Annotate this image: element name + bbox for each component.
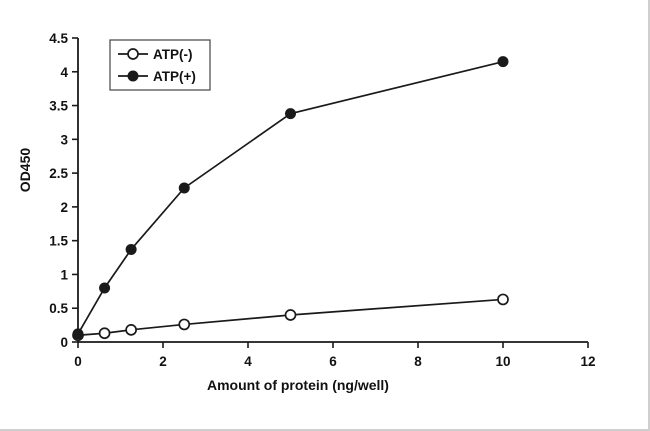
y-tick-label: 1 — [60, 267, 68, 282]
open-circle-marker — [497, 293, 509, 306]
series-ATP(-) — [72, 293, 509, 342]
x-tick-label: 4 — [244, 354, 252, 369]
filled-circle-marker — [285, 108, 296, 120]
y-tick-label: 3 — [60, 132, 68, 147]
y-axis-label: OD450 — [17, 148, 33, 193]
x-axis-label: Amount of protein (ng/well) — [207, 377, 389, 393]
x-tick-label: 12 — [580, 354, 595, 369]
x-tick-label: 6 — [329, 354, 337, 369]
y-tick-label: 4 — [60, 65, 68, 80]
open-circle-marker — [127, 48, 139, 60]
filled-circle-marker — [178, 182, 190, 194]
y-tick-label: 2 — [60, 200, 68, 215]
legend: ATP(-) ATP(+) — [109, 39, 211, 91]
y-tick-label: 3.5 — [49, 99, 68, 114]
open-circle-marker — [125, 323, 137, 336]
x-tick-label: 2 — [159, 354, 167, 369]
x-tick-label: 8 — [414, 354, 422, 369]
series-line — [77, 60, 504, 335]
y-tick-label: 0 — [60, 335, 68, 350]
x-tick-label: 0 — [74, 354, 82, 369]
y-tick-label: 0.5 — [49, 301, 68, 316]
filled-circle-marker — [99, 282, 111, 294]
open-circle-marker — [284, 309, 297, 321]
series-ATP(+) — [72, 56, 509, 340]
legend-box — [109, 39, 211, 91]
y-tick-label: 2.5 — [49, 166, 68, 181]
open-circle-marker — [178, 318, 191, 331]
legend-label: ATP(+) — [153, 69, 196, 84]
legend-label: ATP(-) — [153, 47, 193, 62]
filled-circle-marker — [497, 56, 509, 68]
y-tick-label: 4.5 — [49, 31, 68, 46]
y-tick-label: 1.5 — [49, 234, 68, 249]
filled-circle-marker — [125, 243, 137, 255]
open-circle-marker — [98, 327, 111, 340]
filled-circle-marker — [127, 70, 139, 82]
filled-circle-marker — [72, 328, 84, 340]
x-tick-label: 10 — [495, 354, 510, 369]
